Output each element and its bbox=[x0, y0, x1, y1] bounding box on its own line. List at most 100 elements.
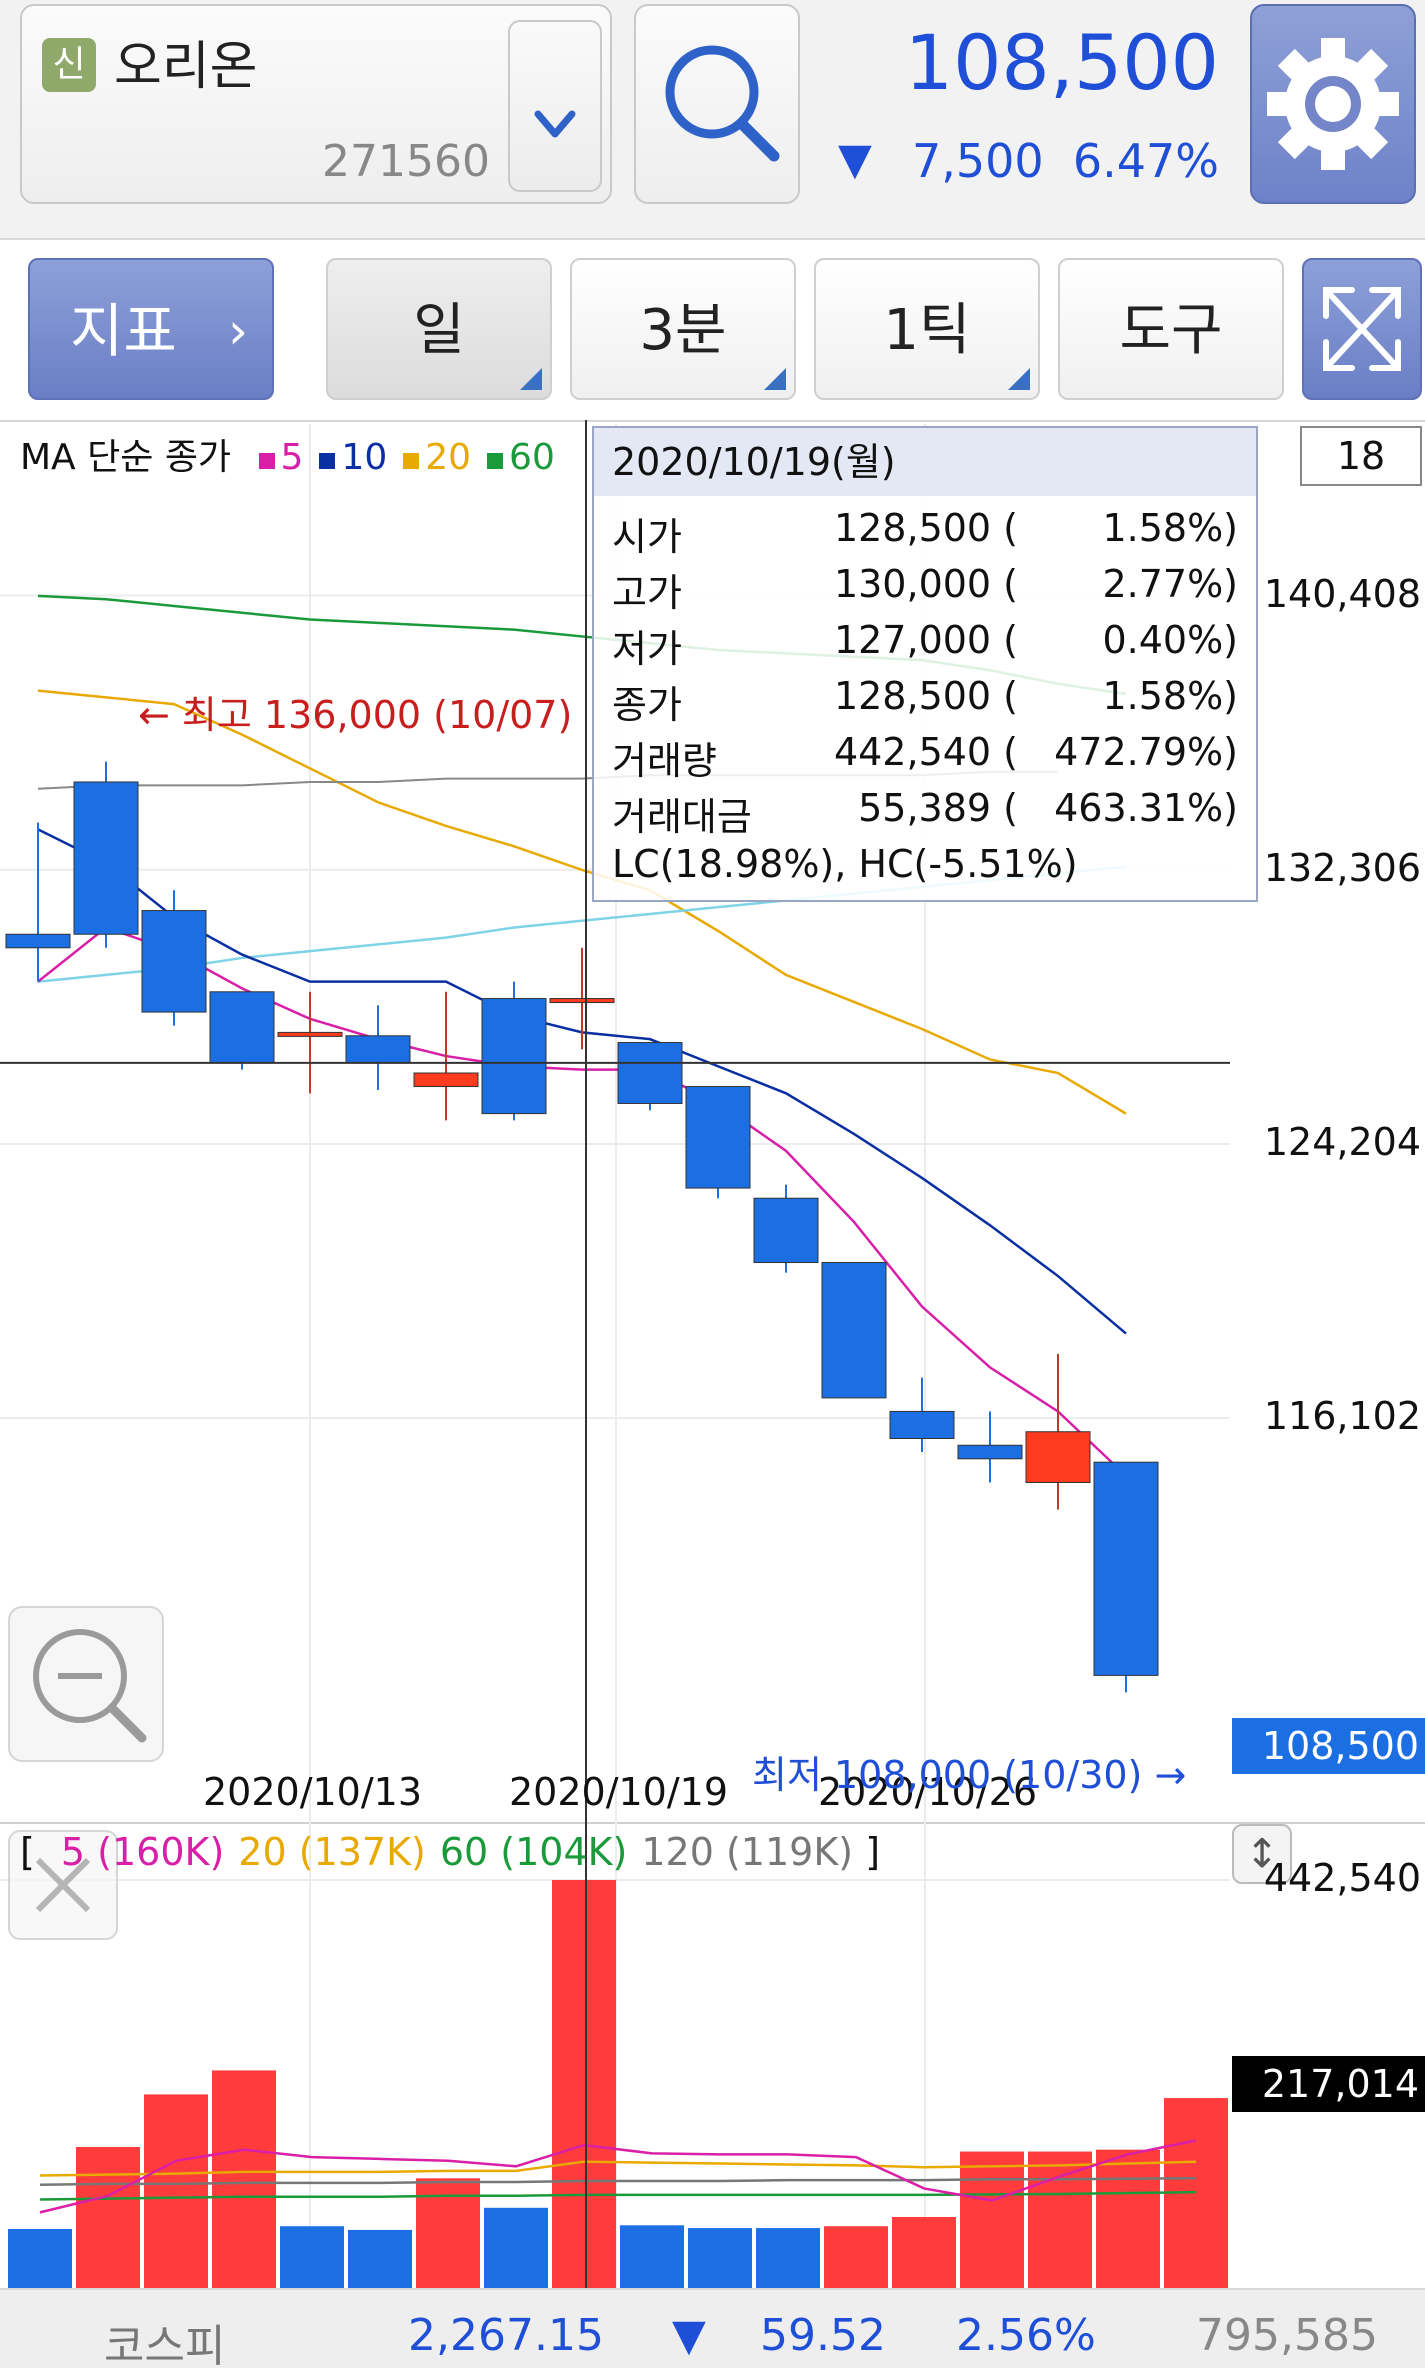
ma-legend-item: 10 bbox=[309, 437, 387, 478]
candle-body bbox=[685, 1086, 751, 1189]
zoom-out-button[interactable] bbox=[8, 1606, 164, 1762]
index-rate: 2.56% bbox=[956, 2310, 1096, 2361]
row-label: 거래대금 bbox=[612, 795, 752, 839]
period-tick-label: 1틱 bbox=[883, 298, 971, 363]
ma-legend-item: 20 bbox=[393, 437, 471, 478]
high-price-annotation: ← 최고 136,000 (10/07) bbox=[138, 693, 573, 737]
volume-ma120-line bbox=[39, 2177, 1197, 2186]
candle-body bbox=[753, 1197, 819, 1264]
index-value: 2,267.15 bbox=[408, 2310, 604, 2361]
volume-bar bbox=[348, 2229, 412, 2288]
index-name: 코스피 bbox=[104, 2321, 226, 2372]
y-axis-label: 140,408 bbox=[1263, 571, 1421, 616]
dropdown-corner-icon bbox=[764, 368, 786, 390]
stock-header: 신 오리온 271560 108,500 ▼ 7,500 6.47% bbox=[0, 0, 1425, 240]
price-change: 7,500 bbox=[912, 134, 1044, 188]
ma5-line bbox=[37, 926, 1127, 1477]
stock-code: 271560 bbox=[322, 136, 490, 187]
down-arrow-icon: ▼ bbox=[672, 2310, 706, 2361]
fullscreen-button[interactable] bbox=[1302, 258, 1422, 400]
candle-body bbox=[1025, 1431, 1091, 1483]
search-button[interactable] bbox=[634, 4, 800, 204]
row-value: 128,500 ( bbox=[833, 674, 1018, 718]
period-daily-button[interactable]: 일 bbox=[326, 258, 552, 400]
settings-button[interactable] bbox=[1250, 4, 1416, 204]
candle-body bbox=[209, 991, 275, 1064]
row-label: 거래량 bbox=[612, 739, 717, 783]
index-change: 59.52 bbox=[760, 2310, 886, 2361]
price-change-rate: 6.47% bbox=[1072, 134, 1219, 188]
candle-body bbox=[957, 1444, 1023, 1460]
row-pct: 463.31%) bbox=[1054, 786, 1238, 830]
ma-legend-item: 5 bbox=[249, 437, 303, 478]
tools-label: 도구 bbox=[1119, 298, 1223, 363]
row-label: 저가 bbox=[612, 627, 682, 671]
tools-button[interactable]: 도구 bbox=[1058, 258, 1284, 400]
row-value: 55,389 ( bbox=[858, 786, 1018, 830]
volume-bar bbox=[892, 2217, 956, 2288]
row-pct: 1.58%) bbox=[1102, 674, 1238, 718]
volume-bar bbox=[1028, 2151, 1092, 2288]
ma10-line bbox=[37, 828, 1127, 1335]
volume-bar bbox=[552, 1880, 616, 2288]
credit-badge: 신 bbox=[42, 38, 96, 92]
candle-body bbox=[821, 1262, 887, 1399]
volume-bar bbox=[1096, 2149, 1160, 2288]
current-price-tag: 108,500 bbox=[1232, 1718, 1425, 1774]
candle-body bbox=[345, 1035, 411, 1064]
index-volume: 795,585 bbox=[1196, 2310, 1378, 2361]
chart-toolbar: 지표 › 일 3분 1틱 도구 bbox=[0, 240, 1425, 422]
indicator-button[interactable]: 지표 › bbox=[28, 258, 274, 400]
stock-selector[interactable]: 신 오리온 271560 bbox=[20, 4, 612, 204]
volume-bar bbox=[8, 2228, 72, 2288]
tooltip-row-high: 고가 130,000 ( 2.77%) bbox=[612, 562, 1238, 618]
resize-handle-icon[interactable]: ↕ bbox=[1232, 1824, 1292, 1884]
search-icon bbox=[665, 45, 780, 162]
volume-legend-item: 5 (160K) bbox=[60, 1830, 225, 1874]
row-value: 128,500 ( bbox=[833, 506, 1018, 550]
row-pct: 0.40%) bbox=[1102, 618, 1238, 662]
candle-body bbox=[277, 1031, 343, 1037]
ma-legend-title: MA 단순 종가 bbox=[20, 437, 232, 478]
expand-icon bbox=[1323, 287, 1401, 371]
period-tick-button[interactable]: 1틱 bbox=[814, 258, 1040, 400]
volume-bar bbox=[620, 2225, 684, 2288]
index-ticker-bar[interactable]: 코스피 2,267.15 ▼ 59.52 2.56% 795,585 bbox=[0, 2288, 1425, 2372]
row-pct: 2.77%) bbox=[1102, 562, 1238, 606]
row-label: 종가 bbox=[612, 683, 682, 727]
period-count-input[interactable]: 18 bbox=[1300, 426, 1422, 486]
legend-open-bracket: [ bbox=[20, 1830, 35, 1874]
volume-legend-item: 60 (104K) bbox=[439, 1830, 628, 1874]
volume-bar bbox=[824, 2226, 888, 2288]
stock-dropdown-button[interactable] bbox=[508, 20, 602, 192]
chevron-down-icon bbox=[534, 110, 576, 138]
ma-legend: MA 단순 종가 5 10 20 60 bbox=[20, 428, 567, 480]
tooltip-row-amount: 거래대금 55,389 ( 463.31%) bbox=[612, 786, 1238, 842]
volume-bar bbox=[484, 2207, 548, 2288]
candle-body bbox=[549, 998, 615, 1004]
zoom-out-icon bbox=[33, 1629, 147, 1743]
volume-bar bbox=[76, 2146, 140, 2288]
down-arrow-icon: ▼ bbox=[838, 134, 872, 185]
candle-body bbox=[73, 781, 139, 935]
row-label: 고가 bbox=[612, 571, 682, 615]
date-label: 2020/10/26 bbox=[818, 1770, 1038, 1814]
close-icon bbox=[35, 1857, 91, 1913]
legend-close-bracket: ] bbox=[865, 1830, 881, 1874]
candle-info-tooltip: 2020/10/19(월) 시가 128,500 ( 1.58%) 고가 130… bbox=[592, 426, 1258, 902]
volume-ma20-line bbox=[39, 2160, 1197, 2177]
dropdown-corner-icon bbox=[1008, 368, 1030, 390]
tooltip-row-volume: 거래량 442,540 ( 472.79%) bbox=[612, 730, 1238, 786]
gear-icon bbox=[1267, 38, 1399, 170]
volume-ma5-line bbox=[39, 2139, 1197, 2214]
period-daily-label: 일 bbox=[413, 298, 465, 363]
tooltip-row-close: 종가 128,500 ( 1.58%) bbox=[612, 674, 1238, 730]
ma-legend-item: 60 bbox=[477, 437, 555, 478]
tooltip-date: 2020/10/19(월) bbox=[594, 428, 1256, 496]
period-3min-button[interactable]: 3분 bbox=[570, 258, 796, 400]
close-volume-button[interactable] bbox=[8, 1830, 118, 1940]
volume-legend-item: 120 (119K) bbox=[641, 1830, 854, 1874]
volume-bar bbox=[960, 2151, 1024, 2288]
pane-divider bbox=[0, 1822, 1425, 1824]
candle-body bbox=[481, 998, 547, 1115]
